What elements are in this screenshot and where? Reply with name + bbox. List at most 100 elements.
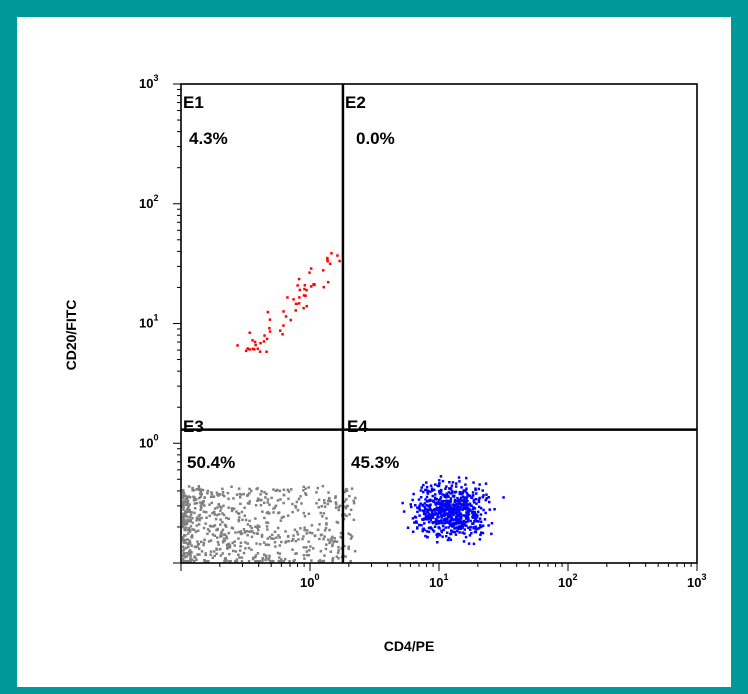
- event-dot: [190, 534, 194, 537]
- event-dot: [478, 517, 482, 520]
- event-dot: [307, 554, 311, 557]
- event-dot: [450, 509, 454, 512]
- event-dot: [217, 513, 221, 516]
- event-dot: [273, 530, 277, 534]
- event-dot: [488, 500, 491, 504]
- event-dot: [449, 497, 453, 500]
- event-dot: [287, 497, 290, 500]
- event-dot: [276, 499, 280, 502]
- event-dot: [472, 500, 476, 503]
- event-dot: [264, 496, 267, 499]
- event-dot: [434, 501, 437, 505]
- event-dot: [266, 510, 270, 514]
- event-dot: [266, 498, 270, 501]
- event-dot: [256, 532, 260, 535]
- event-dot: [334, 495, 337, 498]
- quadrant-e3-label: E3: [183, 417, 204, 436]
- x-axis-ticks: [180, 563, 698, 571]
- event-dot: [438, 505, 442, 509]
- event-dot: [493, 508, 496, 511]
- event-dot: [278, 556, 281, 559]
- event-dot: [433, 525, 437, 528]
- event-dot: [290, 488, 293, 491]
- event-dot: [182, 489, 185, 492]
- x-tick-label: 100: [300, 572, 319, 590]
- event-dot: [303, 287, 306, 291]
- event-dot: [252, 531, 256, 535]
- event-dot: [437, 522, 441, 525]
- event-dot: [246, 542, 249, 545]
- event-dot: [459, 519, 462, 523]
- quadrant-e1-label: E1: [183, 93, 204, 112]
- event-dot: [184, 538, 187, 542]
- event-dot: [445, 502, 448, 505]
- event-dot: [435, 497, 439, 501]
- event-dot: [286, 488, 289, 492]
- event-dot: [442, 514, 446, 517]
- event-dot: [225, 559, 228, 562]
- event-dot: [477, 510, 480, 514]
- event-dot: [406, 526, 410, 529]
- event-dot: [462, 514, 465, 517]
- event-dot: [222, 537, 226, 540]
- event-dot: [292, 534, 295, 537]
- event-dot: [471, 507, 475, 511]
- event-dot: [260, 498, 263, 502]
- event-dot: [305, 529, 309, 532]
- event-dot: [254, 554, 258, 557]
- event-dot: [349, 533, 352, 537]
- event-dot: [428, 506, 432, 510]
- event-dot: [349, 560, 352, 563]
- event-dot: [186, 538, 189, 541]
- event-dot: [428, 504, 432, 507]
- event-dot: [221, 541, 225, 544]
- event-dot: [314, 534, 317, 538]
- event-dot: [199, 495, 202, 498]
- event-dot: [445, 500, 449, 503]
- event-dot: [414, 504, 417, 507]
- event-dot: [472, 512, 475, 515]
- event-dot: [485, 493, 488, 496]
- event-dot: [444, 521, 448, 524]
- event-dot: [428, 520, 431, 524]
- event-dot: [294, 309, 297, 312]
- event-dot: [203, 538, 206, 541]
- event-dot: [426, 518, 429, 521]
- event-dot: [185, 515, 189, 518]
- event-dot: [456, 496, 459, 500]
- event-dot: [257, 528, 260, 532]
- event-dot: [441, 479, 445, 483]
- event-dot: [427, 530, 431, 534]
- event-dot: [467, 517, 470, 520]
- event-dot: [459, 516, 462, 520]
- event-dot: [258, 525, 261, 528]
- event-dot: [418, 523, 421, 527]
- event-dot: [301, 537, 304, 541]
- event-dot: [200, 506, 203, 509]
- event-dot: [423, 505, 426, 508]
- event-dot: [254, 555, 257, 559]
- event-dot: [193, 511, 196, 515]
- event-dot: [188, 530, 192, 533]
- event-dot: [425, 504, 429, 507]
- event-dot: [225, 516, 228, 520]
- event-dot: [327, 499, 330, 503]
- event-dot: [453, 530, 456, 534]
- event-dot: [195, 524, 199, 527]
- event-dot: [465, 506, 468, 510]
- event-dot: [318, 537, 321, 541]
- event-dot: [280, 540, 283, 544]
- event-dot: [454, 507, 457, 511]
- event-dot: [459, 497, 463, 501]
- event-dot: [463, 524, 467, 527]
- event-dot: [401, 501, 404, 505]
- event-dot: [198, 496, 201, 500]
- event-dot: [472, 481, 475, 484]
- tick-labels: 100 101 102 103 100 101 102 103: [139, 73, 706, 590]
- event-dot: [326, 280, 330, 284]
- event-dot: [299, 527, 302, 530]
- event-dot: [464, 483, 467, 486]
- event-dot: [279, 498, 282, 501]
- event-dot: [189, 519, 192, 523]
- event-dot: [443, 494, 446, 498]
